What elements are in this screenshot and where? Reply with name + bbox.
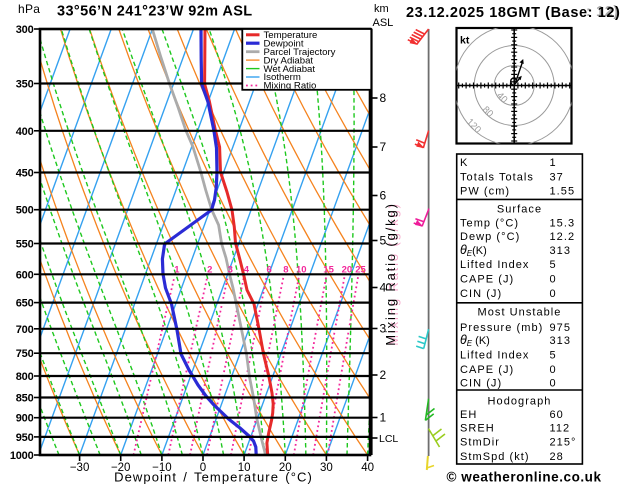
svg-text:−30: −30 <box>70 462 90 474</box>
svg-text:5: 5 <box>550 259 557 271</box>
svg-text:10: 10 <box>238 462 251 474</box>
svg-text:313: 313 <box>550 245 572 257</box>
svg-text:33°56’N 241°23’W 92m ASL: 33°56’N 241°23’W 92m ASL <box>57 4 253 20</box>
svg-text:950: 950 <box>16 432 34 444</box>
svg-text:StmSpd (kt): StmSpd (kt) <box>460 451 530 463</box>
svg-text:550: 550 <box>16 239 34 251</box>
svg-text:: 12): : 12) <box>586 4 619 20</box>
svg-text:−20: −20 <box>111 462 131 474</box>
svg-text:3: 3 <box>228 265 233 276</box>
svg-text:60: 60 <box>550 409 564 421</box>
svg-text:4: 4 <box>244 265 250 276</box>
svg-text:kt: kt <box>460 35 470 47</box>
svg-text:1000: 1000 <box>10 450 34 462</box>
svg-text:SREH: SREH <box>460 422 495 434</box>
svg-text:5: 5 <box>550 349 557 361</box>
svg-text:975: 975 <box>550 322 572 334</box>
svg-text:650: 650 <box>16 298 34 310</box>
svg-text:Dewp (°C): Dewp (°C) <box>460 231 520 243</box>
svg-text:40: 40 <box>361 462 374 474</box>
svg-text:θE(K): θE(K) <box>460 243 487 258</box>
svg-text:CIN (J): CIN (J) <box>460 288 502 300</box>
svg-text:Dewpoint: Dewpoint <box>264 39 304 50</box>
svg-text:23.12.2025 18GMT (Base: 12): 23.12.2025 18GMT (Base: 12) <box>406 5 620 21</box>
svg-text:15.3: 15.3 <box>550 218 576 230</box>
svg-text:25: 25 <box>355 265 366 276</box>
svg-text:1: 1 <box>380 411 387 425</box>
svg-text:0: 0 <box>550 377 557 389</box>
svg-text:8: 8 <box>380 91 387 105</box>
svg-text:1.55: 1.55 <box>550 185 576 197</box>
svg-text:Pressure (mb): Pressure (mb) <box>460 322 543 334</box>
svg-text:450: 450 <box>16 168 34 180</box>
svg-text:StmDir: StmDir <box>460 437 500 449</box>
svg-text:0: 0 <box>550 364 557 376</box>
svg-text:CAPE (J): CAPE (J) <box>460 364 514 376</box>
svg-text:Totals Totals: Totals Totals <box>460 172 534 184</box>
svg-text:750: 750 <box>16 348 34 360</box>
svg-text:2: 2 <box>207 265 212 276</box>
svg-text:4: 4 <box>380 281 387 295</box>
svg-text:215°: 215° <box>550 437 577 449</box>
svg-text:400: 400 <box>16 126 34 138</box>
svg-text:Lifted Index: Lifted Index <box>460 259 529 271</box>
svg-text:0: 0 <box>550 274 557 286</box>
svg-text:EH: EH <box>460 409 477 421</box>
svg-text:313: 313 <box>550 335 572 347</box>
svg-text:© weatheronline.co.uk: © weatheronline.co.uk <box>447 470 602 485</box>
svg-text:30: 30 <box>320 462 333 474</box>
svg-text:CIN (J): CIN (J) <box>460 377 502 389</box>
svg-text:20: 20 <box>342 265 353 276</box>
svg-text:Hodograph: Hodograph <box>488 395 552 407</box>
svg-text:7: 7 <box>380 140 387 154</box>
svg-text:0: 0 <box>550 288 557 300</box>
svg-text:Isotherm: Isotherm <box>264 72 301 83</box>
svg-text:12.2: 12.2 <box>550 231 576 243</box>
svg-text:6: 6 <box>266 265 271 276</box>
svg-text:Wet Adiabat: Wet Adiabat <box>264 64 316 75</box>
svg-text:800: 800 <box>16 371 34 383</box>
svg-text:LCL: LCL <box>379 433 398 445</box>
svg-text:5: 5 <box>380 234 387 248</box>
svg-text:Mixing Ratio (g/kg): Mixing Ratio (g/kg) <box>383 202 398 346</box>
svg-text:km: km <box>374 3 389 15</box>
svg-text:Parcel Trajectory: Parcel Trajectory <box>264 47 336 58</box>
svg-text:K: K <box>460 157 468 169</box>
svg-text:θE (K): θE (K) <box>460 333 490 348</box>
svg-text:Temp (°C): Temp (°C) <box>460 218 519 230</box>
svg-text:350: 350 <box>16 79 34 91</box>
svg-text:Temperature: Temperature <box>264 30 318 41</box>
svg-text:2: 2 <box>380 368 387 382</box>
svg-text:112: 112 <box>550 422 571 434</box>
svg-text:−10: −10 <box>152 462 172 474</box>
svg-text:700: 700 <box>16 324 34 336</box>
svg-text:PW (cm): PW (cm) <box>460 185 510 197</box>
svg-text:10: 10 <box>296 265 307 276</box>
svg-text:Dry Adiabat: Dry Adiabat <box>264 55 314 66</box>
svg-text:20: 20 <box>279 462 292 474</box>
svg-text:3: 3 <box>380 322 387 336</box>
svg-text:Surface: Surface <box>497 204 542 216</box>
svg-text:Most Unstable: Most Unstable <box>478 307 562 319</box>
svg-text:Dewpoint / Temperature (°C): Dewpoint / Temperature (°C) <box>114 470 313 485</box>
svg-text:37: 37 <box>550 172 564 184</box>
svg-text:ASL: ASL <box>373 17 394 29</box>
svg-text:850: 850 <box>16 393 34 405</box>
svg-text:300: 300 <box>16 24 34 36</box>
svg-text:900: 900 <box>16 413 34 425</box>
svg-text:500: 500 <box>16 205 34 217</box>
svg-text:8: 8 <box>283 265 288 276</box>
svg-text:28: 28 <box>550 451 564 463</box>
svg-text:Mixing Ratio: Mixing Ratio <box>264 81 317 92</box>
svg-text:1: 1 <box>174 265 180 276</box>
svg-text:1: 1 <box>550 157 557 169</box>
svg-text:CAPE (J): CAPE (J) <box>460 274 514 286</box>
svg-text:Lifted Index: Lifted Index <box>460 349 529 361</box>
svg-text:600: 600 <box>16 269 34 281</box>
svg-text:0: 0 <box>200 462 206 474</box>
svg-text:15: 15 <box>323 265 334 276</box>
svg-text:hPa: hPa <box>18 2 40 16</box>
svg-text:Mixing Ratio (g/kg): Mixing Ratio (g/kg) <box>386 202 401 346</box>
svg-text:6: 6 <box>380 189 387 203</box>
